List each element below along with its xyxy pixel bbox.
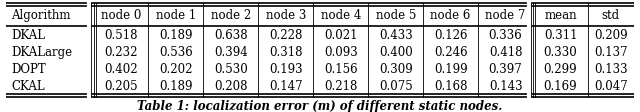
Text: DOPT: DOPT <box>12 62 46 75</box>
Text: 0.400: 0.400 <box>379 45 413 58</box>
Text: 0.336: 0.336 <box>489 28 522 41</box>
Text: 0.418: 0.418 <box>489 45 522 58</box>
Text: 0.318: 0.318 <box>269 45 303 58</box>
Text: 0.536: 0.536 <box>159 45 193 58</box>
Text: 0.402: 0.402 <box>104 62 138 75</box>
Text: 0.299: 0.299 <box>544 62 577 75</box>
Text: 0.169: 0.169 <box>544 80 577 92</box>
Text: 0.189: 0.189 <box>159 28 193 41</box>
Text: 0.126: 0.126 <box>434 28 467 41</box>
Text: 0.518: 0.518 <box>104 28 138 41</box>
Text: 0.394: 0.394 <box>214 45 248 58</box>
Text: 0.218: 0.218 <box>324 80 358 92</box>
Text: node 5: node 5 <box>376 9 416 22</box>
Text: CKAL: CKAL <box>12 80 45 92</box>
Text: 0.199: 0.199 <box>434 62 467 75</box>
Text: 0.433: 0.433 <box>379 28 413 41</box>
Text: DKALarge: DKALarge <box>12 45 72 58</box>
Text: 0.021: 0.021 <box>324 28 358 41</box>
Text: 0.193: 0.193 <box>269 62 303 75</box>
Text: 0.309: 0.309 <box>379 62 413 75</box>
Text: std: std <box>602 9 620 22</box>
Text: node 7: node 7 <box>485 9 526 22</box>
Text: 0.530: 0.530 <box>214 62 248 75</box>
Text: 0.093: 0.093 <box>324 45 358 58</box>
Text: 0.228: 0.228 <box>269 28 303 41</box>
Text: 0.047: 0.047 <box>594 80 628 92</box>
Text: 0.209: 0.209 <box>594 28 628 41</box>
Text: 0.168: 0.168 <box>434 80 467 92</box>
Text: 0.205: 0.205 <box>104 80 138 92</box>
Text: node 4: node 4 <box>321 9 361 22</box>
Text: node 0: node 0 <box>100 9 141 22</box>
Text: 0.202: 0.202 <box>159 62 193 75</box>
Text: Algorithm: Algorithm <box>12 9 71 22</box>
Text: 0.143: 0.143 <box>489 80 522 92</box>
Text: mean: mean <box>544 9 577 22</box>
Text: 0.075: 0.075 <box>379 80 413 92</box>
Text: DKAL: DKAL <box>12 28 45 41</box>
Text: 0.397: 0.397 <box>489 62 522 75</box>
Text: 0.330: 0.330 <box>544 45 577 58</box>
Text: 0.311: 0.311 <box>544 28 577 41</box>
Text: node 2: node 2 <box>211 9 251 22</box>
Text: node 3: node 3 <box>266 9 306 22</box>
Text: 0.137: 0.137 <box>594 45 628 58</box>
Text: node 1: node 1 <box>156 9 196 22</box>
Text: 0.156: 0.156 <box>324 62 358 75</box>
Text: 0.147: 0.147 <box>269 80 303 92</box>
Text: 0.232: 0.232 <box>104 45 138 58</box>
Text: node 6: node 6 <box>431 9 471 22</box>
Text: 0.133: 0.133 <box>594 62 628 75</box>
Text: 0.208: 0.208 <box>214 80 248 92</box>
Text: Table 1: localization error (m) of different static nodes.: Table 1: localization error (m) of diffe… <box>138 99 502 112</box>
Text: 0.246: 0.246 <box>434 45 467 58</box>
Text: 0.189: 0.189 <box>159 80 193 92</box>
Text: 0.638: 0.638 <box>214 28 248 41</box>
